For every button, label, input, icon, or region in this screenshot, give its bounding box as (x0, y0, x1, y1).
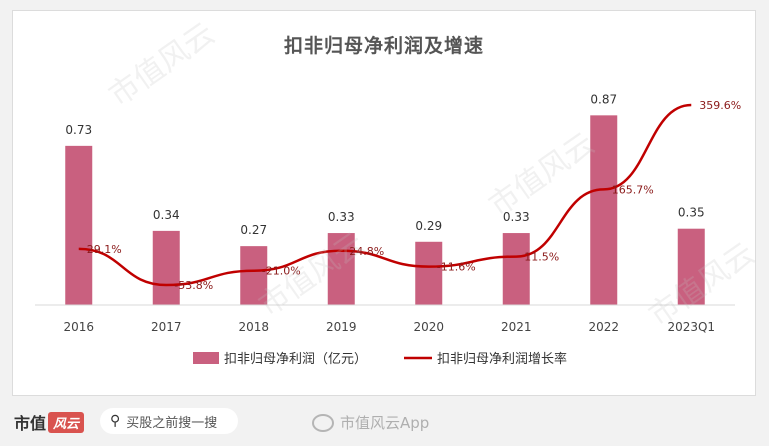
line-value-label: -53.8% (174, 279, 213, 292)
bar-2020 (415, 241, 443, 305)
x-tick-label: 2017 (151, 320, 182, 334)
weibo-text: 市值风云App (340, 414, 430, 432)
x-tick-label: 2021 (501, 320, 532, 334)
line-value-label: -21.0% (262, 265, 301, 278)
line-series: 29.1% -53.8% -21.0% 24.8% -11.6% 11.5% 165.7% 3… (78, 99, 741, 292)
bar-value-label: 0.33 (328, 210, 355, 224)
legend: 扣非归母净利润（亿元） 扣非归母净利润增长率 (193, 351, 567, 367)
search-pill[interactable]: ⚲ 买股之前搜一搜 (100, 408, 238, 434)
bar-2023Q1 (677, 228, 705, 305)
bar-2016 (65, 145, 93, 305)
brand-name: 市值 (14, 414, 47, 433)
search-text: 买股之前搜一搜 (126, 415, 218, 431)
footer: 市值 风云 ⚲ 买股之前搜一搜 市值风云App (0, 400, 769, 446)
line-value-label: -11.6% (437, 261, 476, 274)
line-value-label: 29.1% (87, 243, 122, 256)
weibo-account: 市值风云App (312, 412, 429, 433)
x-tick-label: 2022 (588, 320, 619, 334)
bar-value-label: 0.33 (503, 210, 530, 224)
x-tick-label: 2020 (413, 320, 444, 334)
line-value-label: 24.8% (349, 245, 384, 258)
chart-title: 扣非归母净利润及增速 (284, 34, 484, 57)
chart: 扣非归母净利润及增速 0.730.340.270.330.290.330.870… (35, 34, 741, 367)
bar-value-label: 0.35 (678, 206, 705, 220)
legend-line-label: 扣非归母净利润增长率 (437, 351, 567, 367)
line-value-label: 165.7% (612, 183, 654, 196)
bar-value-label: 0.34 (153, 208, 180, 222)
weibo-icon (312, 413, 334, 432)
bar-value-label: 0.73 (65, 123, 92, 137)
chart-card (12, 10, 756, 396)
bar-2018 (240, 246, 268, 305)
bar-value-label: 0.29 (415, 219, 442, 233)
bar-2017 (152, 230, 180, 305)
bar-2021 (502, 233, 530, 305)
x-tick-label: 2018 (238, 320, 269, 334)
bar-value-label: 0.27 (240, 223, 267, 237)
legend-bar-swatch (193, 352, 219, 364)
line-value-label: 359.6% (699, 99, 741, 112)
brand-badge: 风云 (48, 411, 85, 433)
legend-bar-label: 扣非归母净利润（亿元） (224, 352, 367, 367)
x-axis-labels: 2016 2017 2018 2019 2020 2021 2022 2023Q1 (63, 320, 715, 334)
bar-2022 (590, 115, 618, 305)
bar-series: 0.73 0.34 0.27 0.33 0.29 0.33 0.87 0.35 (65, 92, 705, 305)
search-icon: ⚲ (110, 413, 121, 429)
bar-2019 (327, 233, 355, 305)
x-tick-label: 2019 (326, 320, 357, 334)
x-tick-label: 2016 (63, 320, 94, 334)
x-tick-label: 2023Q1 (667, 320, 715, 334)
brand-logo: 市值 风云 (14, 410, 85, 434)
bar-value-label: 0.87 (590, 92, 617, 106)
line-value-label: 11.5% (524, 251, 559, 264)
